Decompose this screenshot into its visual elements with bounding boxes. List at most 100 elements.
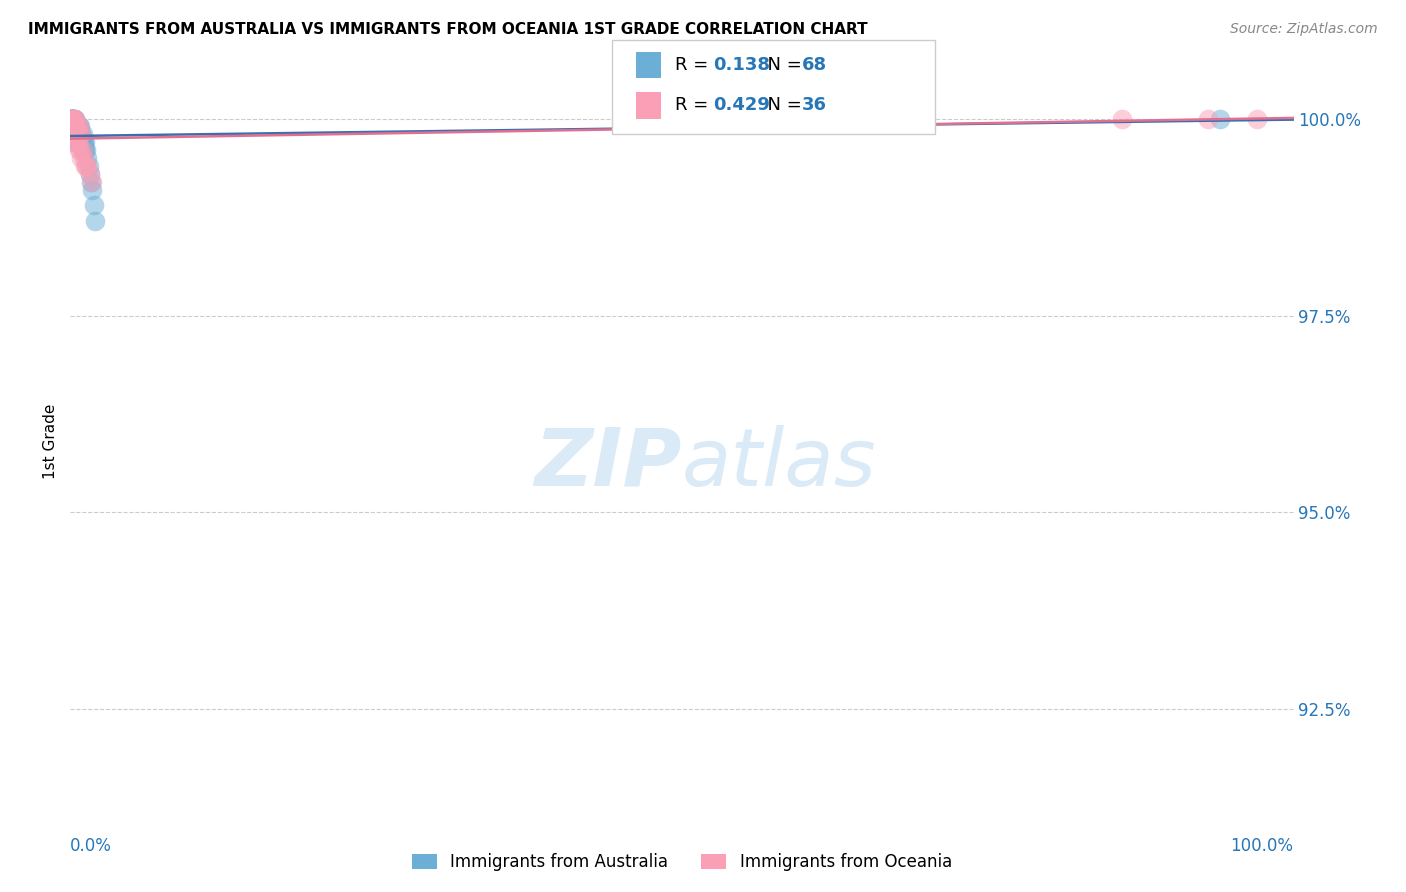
Point — [60, 120, 83, 134]
Y-axis label: 1st Grade: 1st Grade — [44, 404, 59, 479]
Point — [60, 112, 83, 126]
Text: 36: 36 — [801, 96, 827, 114]
Point — [79, 167, 101, 181]
Point — [60, 112, 83, 126]
Point — [1209, 112, 1232, 126]
Point — [62, 128, 84, 142]
Point — [59, 112, 82, 126]
Text: R =: R = — [675, 56, 714, 74]
Text: 0.429: 0.429 — [713, 96, 769, 114]
Point — [83, 214, 105, 228]
Point — [67, 120, 90, 134]
Point — [69, 143, 91, 157]
Point — [69, 135, 91, 149]
Point — [63, 120, 86, 134]
Point — [63, 112, 86, 126]
Point — [65, 135, 87, 149]
Point — [66, 128, 89, 142]
Point — [83, 198, 105, 212]
Point — [75, 143, 97, 157]
Point — [65, 120, 87, 134]
Point — [70, 135, 93, 149]
Point — [60, 120, 83, 134]
Point — [66, 120, 89, 134]
Text: R =: R = — [675, 96, 714, 114]
Point — [80, 175, 103, 189]
Legend: Immigrants from Australia, Immigrants from Oceania: Immigrants from Australia, Immigrants fr… — [405, 847, 959, 878]
Point — [70, 128, 93, 142]
Point — [63, 135, 86, 149]
Point — [72, 143, 94, 157]
Point — [62, 128, 84, 142]
Text: ZIP: ZIP — [534, 425, 682, 503]
Text: IMMIGRANTS FROM AUSTRALIA VS IMMIGRANTS FROM OCEANIA 1ST GRADE CORRELATION CHART: IMMIGRANTS FROM AUSTRALIA VS IMMIGRANTS … — [28, 22, 868, 37]
Point — [63, 112, 86, 126]
Point — [69, 120, 91, 134]
Point — [66, 128, 89, 142]
Point — [1111, 112, 1133, 126]
Point — [63, 112, 86, 126]
Point — [63, 112, 86, 126]
Point — [63, 128, 86, 142]
Point — [60, 112, 83, 126]
Point — [70, 151, 93, 165]
Point — [59, 112, 82, 126]
Point — [60, 128, 83, 142]
Point — [63, 128, 86, 142]
Point — [63, 120, 86, 134]
Text: atlas: atlas — [682, 425, 877, 503]
Text: 100.0%: 100.0% — [1230, 837, 1294, 855]
Point — [65, 120, 87, 134]
Point — [70, 128, 93, 142]
Point — [63, 135, 86, 149]
Point — [62, 120, 84, 134]
Point — [72, 143, 94, 157]
Point — [82, 182, 104, 196]
Point — [62, 112, 84, 126]
Point — [67, 143, 90, 157]
Point — [60, 112, 83, 126]
Point — [59, 112, 82, 126]
Point — [70, 128, 93, 142]
Text: N =: N = — [756, 96, 808, 114]
Text: Source: ZipAtlas.com: Source: ZipAtlas.com — [1230, 22, 1378, 37]
Point — [76, 151, 98, 165]
Point — [73, 151, 96, 165]
Point — [59, 112, 82, 126]
Point — [62, 112, 84, 126]
Point — [62, 112, 84, 126]
Point — [72, 135, 94, 149]
Point — [65, 128, 87, 142]
Point — [67, 120, 90, 134]
Point — [62, 112, 84, 126]
Point — [66, 120, 89, 134]
Point — [62, 120, 84, 134]
Point — [69, 128, 91, 142]
Point — [60, 120, 83, 134]
Text: 0.0%: 0.0% — [70, 837, 112, 855]
Point — [63, 120, 86, 134]
Point — [60, 112, 83, 126]
Point — [62, 120, 84, 134]
Text: 68: 68 — [801, 56, 827, 74]
Point — [60, 120, 83, 134]
Point — [72, 128, 94, 142]
Point — [63, 120, 86, 134]
Point — [73, 143, 96, 157]
Point — [79, 167, 101, 181]
Point — [63, 135, 86, 149]
Point — [73, 135, 96, 149]
Point — [60, 112, 83, 126]
Point — [1246, 112, 1268, 126]
Point — [75, 159, 97, 173]
Point — [62, 128, 84, 142]
Point — [63, 128, 86, 142]
Point — [77, 159, 100, 173]
Point — [855, 112, 877, 126]
Point — [82, 175, 104, 189]
Point — [65, 120, 87, 134]
Point — [59, 120, 82, 134]
Point — [69, 128, 91, 142]
Point — [67, 128, 90, 142]
Point — [66, 135, 89, 149]
